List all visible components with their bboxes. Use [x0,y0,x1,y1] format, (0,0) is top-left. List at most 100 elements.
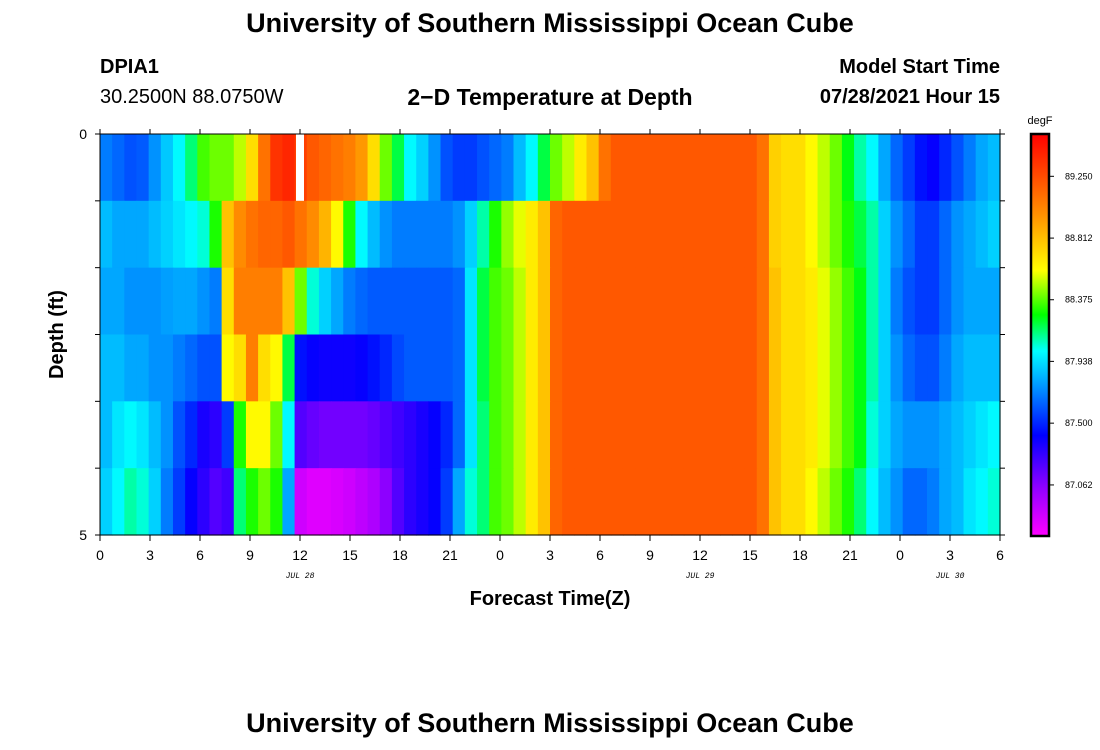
heatmap-cell [100,334,113,402]
heatmap-cell [391,134,405,202]
heatmap-cell [720,267,734,336]
heatmap-cell [185,134,198,202]
heatmap-cell [245,468,259,536]
heatmap-cell [720,468,734,536]
heatmap-cell [817,468,831,536]
heatmap-cell [367,468,381,536]
heatmap-cell [440,134,454,202]
heatmap-cell [817,200,831,269]
heatmap-cell [452,134,466,202]
heatmap-cell [854,468,867,536]
heatmap-cell [197,334,211,402]
heatmap-cell [854,200,867,269]
heatmap-cell [209,134,223,202]
heatmap-cell [841,134,855,202]
heatmap-cell [221,267,235,336]
heatmap-cell [659,468,673,536]
heatmap-cell [914,401,928,469]
heatmap-cell [866,134,879,202]
heatmap-cell [720,334,734,402]
heatmap-cell [404,401,417,469]
heatmap-cell [294,401,308,469]
heatmap-cell [391,401,405,469]
heatmap-cell [197,468,211,536]
heatmap-cell [890,401,904,469]
heatmap-cell [951,134,965,202]
heatmap-cell [695,468,709,536]
heatmap-cell [537,334,551,402]
heatmap-cell [270,200,284,269]
heatmap-cell [379,468,393,536]
heatmap-cell [112,334,125,402]
heatmap-cell [513,134,527,202]
heatmap-cell [233,468,247,536]
heatmap-cell [671,401,685,469]
heatmap-cell [829,334,843,402]
heatmap-cell [452,401,466,469]
colorbar-legend: degF 89.250 88.812 88.375 87.938 87.500 87.06… [1027,115,1093,538]
heatmap-cell [939,267,952,336]
heatmap-cell [112,267,125,336]
heatmap-cell [829,468,843,536]
x-date-label: JUL 28 [286,572,315,581]
heatmap-cell [343,200,356,269]
heatmap-cell [318,334,332,402]
heatmap-cell [404,334,417,402]
heatmap-cell [951,468,965,536]
heatmap-cell [683,468,697,536]
heatmap-cell [659,134,673,202]
x-tick-label: 6 [996,547,1004,563]
heatmap-cell [440,401,454,469]
heatmap-cell [890,267,904,336]
heatmap-cell [440,334,454,402]
heatmap-cell [671,334,685,402]
heatmap-cell [221,134,235,202]
heatmap-cell [513,401,527,469]
x-tick-label: 3 [146,547,154,563]
heatmap-cell [404,200,417,269]
heatmap-cell [112,200,125,269]
heatmap-cell [464,200,478,269]
heatmap-cell [805,334,819,402]
heatmap-cell [136,134,150,202]
heatmap-cell [647,134,661,202]
heatmap-cell [270,401,284,469]
heatmap-cell [647,468,661,536]
x-tick-label: 3 [946,547,954,563]
heatmap-cell [489,134,502,202]
heatmap-cell [586,200,600,269]
heatmap-cell [550,267,563,336]
heatmap-cell [841,267,855,336]
heatmap-cell [100,468,113,536]
heatmap-cell [975,401,989,469]
colorbar-unit: degF [1027,115,1052,127]
heatmap-cell [890,468,904,536]
heatmap-cell [209,334,223,402]
y-axis: 05 [79,126,1005,543]
heatmap-cell [404,267,417,336]
heatmap-cell [781,134,794,202]
heatmap-cell [878,134,892,202]
heatmap-cell [829,267,843,336]
heatmap-cell [756,401,770,469]
x-tick-label: 0 [96,547,104,563]
heatmap-cell [477,334,490,402]
heatmap-cell [185,401,198,469]
heatmap-cell [987,468,1001,536]
heatmap-cell [367,267,381,336]
heatmap-cell [890,334,904,402]
heatmap-cell [379,334,393,402]
heatmap-cell [695,334,709,402]
heatmap-cell [294,200,308,269]
heatmap-cell [732,134,746,202]
heatmap-cell [963,334,977,402]
heatmap-cell [878,468,892,536]
heatmap-cell [501,468,515,536]
heatmap-cell [914,334,928,402]
heatmap-cell [489,468,502,536]
heatmap-cell [282,468,296,536]
heatmap-cell [318,468,332,536]
heatmap-cell [355,334,369,402]
heatmap-cell [428,334,442,402]
